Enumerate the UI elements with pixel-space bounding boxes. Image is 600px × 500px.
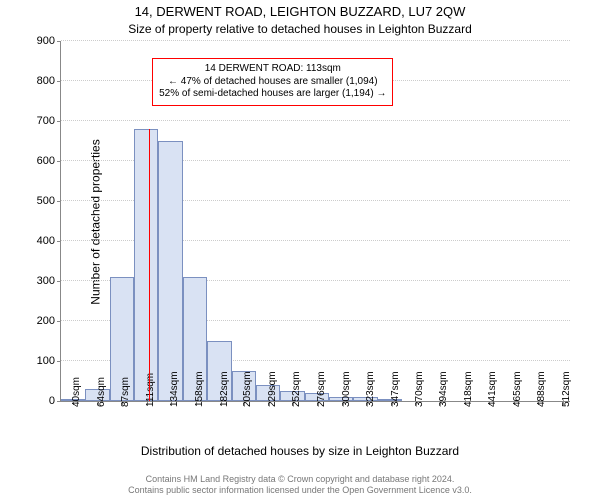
x-tick-label: 158sqm bbox=[194, 371, 205, 407]
y-tick-label: 400 bbox=[7, 235, 61, 247]
y-tick-label: 200 bbox=[7, 315, 61, 327]
x-tick-label: 64sqm bbox=[96, 377, 107, 407]
histogram-bar bbox=[134, 129, 158, 401]
x-tick-label: 276sqm bbox=[316, 371, 327, 407]
footer-line-2: Contains public sector information licen… bbox=[128, 485, 472, 495]
callout-line-1: 14 DERWENT ROAD: 113sqm bbox=[159, 63, 386, 76]
x-tick-label: 323sqm bbox=[365, 371, 376, 407]
x-tick-label: 205sqm bbox=[242, 371, 253, 407]
x-tick-label: 252sqm bbox=[291, 371, 302, 407]
y-tick-label: 500 bbox=[7, 195, 61, 207]
y-tick-label: 900 bbox=[7, 35, 61, 47]
y-tick-label: 300 bbox=[7, 275, 61, 287]
y-tick-label: 100 bbox=[7, 355, 61, 367]
x-tick-label: 134sqm bbox=[169, 371, 180, 407]
title-line-2: Size of property relative to detached ho… bbox=[0, 22, 600, 36]
title-line-1: 14, DERWENT ROAD, LEIGHTON BUZZARD, LU7 … bbox=[0, 4, 600, 19]
x-tick-label: 111sqm bbox=[145, 373, 156, 407]
callout-box: 14 DERWENT ROAD: 113sqm← 47% of detached… bbox=[152, 58, 393, 106]
footer-line-1: Contains HM Land Registry data © Crown c… bbox=[146, 474, 455, 484]
x-tick-label: 465sqm bbox=[512, 371, 523, 407]
callout-line-2: ← 47% of detached houses are smaller (1,… bbox=[159, 76, 386, 89]
footer: Contains HM Land Registry data © Crown c… bbox=[0, 474, 600, 497]
x-tick-label: 488sqm bbox=[536, 371, 547, 407]
gridline-h bbox=[61, 120, 570, 121]
x-tick-label: 370sqm bbox=[414, 371, 425, 407]
gridline-h bbox=[61, 40, 570, 41]
x-tick-label: 441sqm bbox=[487, 371, 498, 407]
x-tick-label: 182sqm bbox=[219, 371, 230, 407]
x-tick-label: 418sqm bbox=[463, 371, 474, 407]
x-axis-label: Distribution of detached houses by size … bbox=[0, 444, 600, 458]
histogram-bar bbox=[158, 141, 182, 401]
y-tick-label: 600 bbox=[7, 155, 61, 167]
x-tick-label: 300sqm bbox=[341, 371, 352, 407]
y-tick-label: 800 bbox=[7, 75, 61, 87]
x-tick-label: 229sqm bbox=[267, 371, 278, 407]
x-tick-label: 40sqm bbox=[71, 377, 82, 407]
y-tick-label: 0 bbox=[7, 395, 61, 407]
x-tick-label: 394sqm bbox=[438, 371, 449, 407]
x-tick-label: 347sqm bbox=[390, 371, 401, 407]
chart-root: 14, DERWENT ROAD, LEIGHTON BUZZARD, LU7 … bbox=[0, 0, 600, 500]
plot-area: Number of detached properties 0100200300… bbox=[60, 42, 570, 402]
x-tick-label: 512sqm bbox=[561, 371, 572, 407]
y-tick-label: 700 bbox=[7, 115, 61, 127]
x-tick-label: 87sqm bbox=[120, 377, 131, 407]
marker-line bbox=[149, 129, 150, 401]
callout-line-3: 52% of semi-detached houses are larger (… bbox=[159, 88, 386, 101]
